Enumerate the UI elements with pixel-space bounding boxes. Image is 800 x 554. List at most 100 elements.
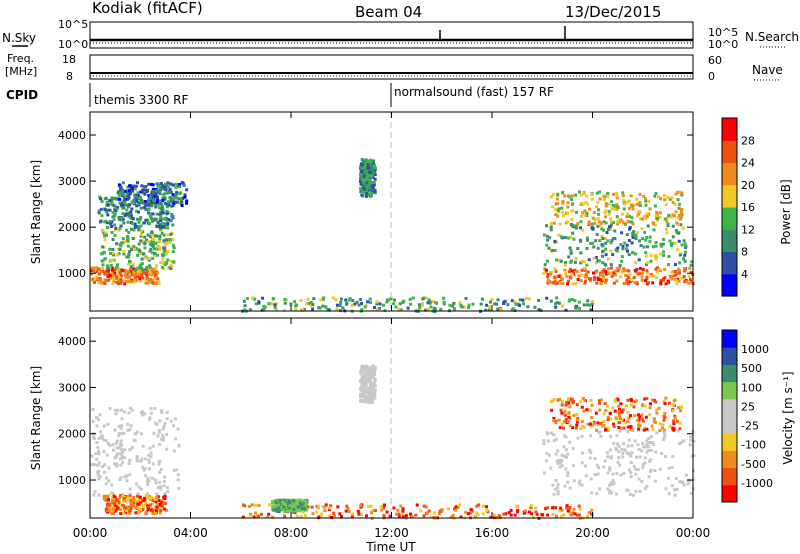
power-scatter-cell [118, 201, 122, 205]
velocity-scatter-cell [156, 434, 160, 438]
power-scatter-cell [591, 241, 595, 245]
velocity-scatter-cell [160, 499, 164, 503]
velocity-scatter-cell [660, 452, 664, 455]
velocity-scatter-cell [135, 482, 138, 486]
cpid-program-2: normalsound (fast) 157 RF [394, 85, 554, 99]
power-scatter-cell [156, 220, 160, 224]
power-scatter-cell [619, 218, 623, 222]
velocity-scatter-cell [558, 397, 562, 401]
power-scatter-cell [103, 272, 107, 276]
power-scatter-cell [111, 211, 115, 214]
velocity-scatter-cell [359, 371, 363, 375]
velocity-scatter-cell [123, 448, 127, 452]
power-scatter-cell [359, 175, 363, 179]
power-scatter-cell [656, 270, 660, 274]
velocity-scatter-cell [556, 449, 560, 453]
power-scatter-cell [546, 273, 550, 277]
x-tick-label: 00:00 [73, 526, 108, 540]
power-scatter-cell [623, 202, 627, 206]
velocity-scatter-cell [149, 455, 153, 459]
velocity-scatter-cell [561, 400, 564, 404]
velocity-scatter-cell [364, 379, 368, 383]
velocity-scatter-cell [642, 428, 646, 432]
velocity-scatter-cell [284, 502, 287, 506]
velocity-scatter-cell [371, 374, 374, 378]
velocity-scatter-cell [565, 506, 569, 510]
power-scatter-cell [144, 208, 148, 212]
velocity-colorbar-label: Velocity [m s⁻¹] [781, 371, 795, 464]
velocity-scatter-cell [361, 367, 365, 371]
power-scatter-cell [644, 251, 648, 255]
power-scatter-cell [644, 197, 648, 201]
velocity-scatter-cell [595, 463, 599, 467]
power-scatter-cell [122, 250, 126, 254]
power-scatter-cell [375, 308, 379, 312]
power-scatter-cell [566, 194, 570, 198]
velocity-scatter-cell [655, 408, 659, 412]
velocity-scatter-cell [340, 515, 343, 518]
velocity-scatter-cell [571, 511, 575, 515]
power-scatter-cell [149, 247, 153, 251]
velocity-scatter-cell [567, 403, 571, 407]
power-scatter-cell [163, 201, 167, 205]
velocity-scatter-cell [106, 500, 110, 504]
power-scatter-cell [158, 192, 162, 195]
power-scatter-cell [659, 269, 663, 273]
velocity-scatter-cell [599, 434, 603, 438]
velocity-scatter-cell [163, 492, 167, 496]
power-scatter-cell [147, 278, 150, 281]
velocity-scatter-cell [546, 506, 550, 510]
velocity-scatter-cell [549, 466, 553, 470]
power-scatter-cell [398, 302, 402, 306]
cpid-label: CPID [6, 88, 38, 102]
power-scatter-cell [655, 266, 659, 270]
power-scatter-cell [638, 200, 642, 204]
power-scatter-cell [129, 245, 133, 249]
velocity-scatter-cell [154, 481, 158, 485]
velocity-scatter-cell [566, 480, 570, 484]
velocity-scatter-cell [121, 460, 125, 464]
velocity-scatter-cell [284, 504, 288, 508]
power-scatter-cell [688, 266, 692, 270]
power-scatter-cell [294, 304, 298, 308]
velocity-scatter-cell [572, 479, 576, 483]
power-scatter-cell [549, 228, 553, 232]
power-scatter-cell [625, 200, 629, 204]
nave-tick-bottom: 0 [708, 70, 715, 83]
velocity-scatter-cell [285, 500, 289, 504]
power-scatter-cell [138, 269, 141, 273]
power-scatter-cell [121, 212, 125, 215]
velocity-scatter-cell [97, 477, 101, 481]
power-scatter-cell [609, 266, 613, 270]
velocity-scatter-cell [99, 430, 103, 434]
velocity-scatter-cell [438, 509, 442, 513]
power-scatter-cell [546, 278, 550, 282]
velocity-scatter-cell [630, 399, 633, 403]
power-scatter-cell [613, 229, 617, 233]
power-scatter-cell [393, 298, 396, 302]
colorbar-swatch [722, 251, 737, 275]
velocity-scatter-cell [602, 424, 606, 427]
power-scatter-cell [626, 249, 629, 253]
velocity-scatter-cell [92, 437, 96, 440]
velocity-scatter-cell [157, 506, 161, 510]
velocity-scatter-cell [158, 470, 162, 474]
power-scatter-cell [143, 242, 147, 246]
velocity-scatter-cell [653, 469, 657, 472]
velocity-scatter-cell [546, 432, 550, 436]
power-scatter-cell [645, 277, 649, 281]
date-title: 13/Dec/2015 [565, 3, 661, 21]
power-scatter-cell [100, 200, 104, 204]
power-scatter-cell [616, 246, 620, 250]
velocity-scatter-cell [609, 481, 613, 485]
velocity-scatter-cell [502, 512, 506, 516]
power-scatter-cell [163, 250, 167, 254]
velocity-scatter-cell [566, 399, 570, 403]
velocity-scatter-cell [145, 504, 149, 508]
velocity-scatter-cell [655, 411, 659, 415]
power-scatter-cell [601, 237, 605, 240]
velocity-scatter-cell [580, 434, 584, 438]
power-scatter-cell [181, 196, 185, 200]
power-scatter-cell [119, 217, 123, 221]
